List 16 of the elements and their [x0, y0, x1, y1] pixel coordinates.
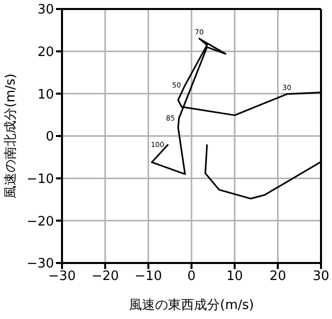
- y-tick-label: −30: [26, 256, 54, 272]
- x-tick-label: 10: [226, 269, 243, 284]
- x-tick-label: −30: [48, 269, 76, 284]
- y-tick-label: 30: [37, 2, 54, 18]
- x-tick-label: 20: [270, 269, 286, 284]
- x-tick-label: −10: [134, 269, 162, 284]
- y-tick-label: −20: [26, 214, 54, 230]
- x-tick-label: 0: [187, 269, 196, 284]
- x-tick-label: 30: [312, 269, 330, 284]
- y-tick-label: 20: [37, 44, 54, 60]
- y-tick-label: 0: [46, 130, 54, 145]
- y-tick-label: 10: [37, 87, 54, 102]
- x-tick-label: −20: [91, 269, 119, 284]
- y-axis-title: 風速の南北成分(m/s): [4, 74, 19, 198]
- y-tick-label: −10: [26, 172, 54, 187]
- x-axis-title: 風速の東西成分(m/s): [129, 298, 254, 313]
